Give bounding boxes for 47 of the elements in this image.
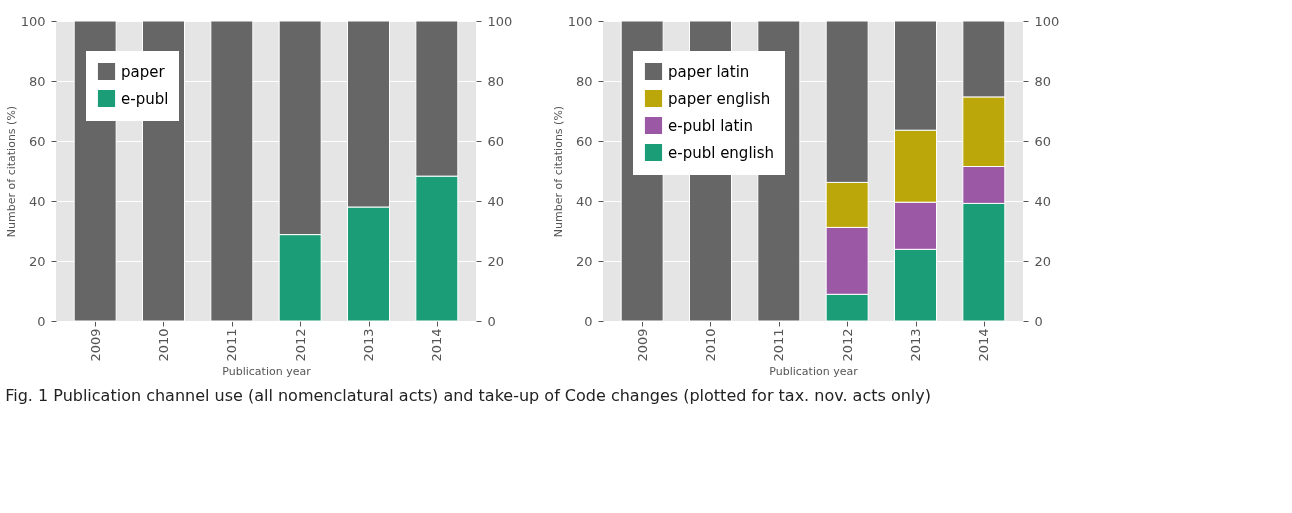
x-tick-label: 2009 [87, 328, 103, 362]
y2-tick-label: 0 [487, 313, 496, 329]
caption: Fig. 1 Publication channel use (all nomenclatural acts) and take-up of Code changes (plotted for tax. nov. acts only) [5, 386, 931, 406]
y-tick-label: 60 [28, 133, 46, 149]
x-axis-title: Publication year [769, 364, 859, 378]
legend-label: e-publ english [668, 143, 775, 162]
legend-label: e-publ [121, 89, 169, 108]
y-axis-title: Number of citations (%) [4, 105, 18, 238]
x-tick-label: 2009 [634, 328, 650, 362]
y2-tick-label: 100 [1034, 13, 1060, 29]
x-axis-title: Publication year [222, 364, 312, 378]
y-tick-label: 40 [575, 193, 593, 209]
x-tick-label: 2011 [224, 328, 240, 362]
y-tick-label: 0 [584, 313, 593, 329]
x-tick-label: 2010 [703, 328, 718, 362]
x-tick-label: 2010 [156, 328, 171, 362]
x-tick-label: 2013 [908, 328, 923, 362]
y-tick-label: 40 [28, 193, 46, 209]
y2-tick-label: 20 [1034, 253, 1052, 269]
x-tick-label: 2014 [429, 328, 445, 362]
x-tick-label: 2012 [292, 328, 308, 362]
legend-label: paper english [668, 89, 771, 108]
y-tick-label: 100 [567, 13, 593, 29]
y2-tick-label: 80 [1034, 73, 1052, 89]
y-tick-label: 20 [575, 253, 593, 269]
y2-tick-label: 0 [1034, 313, 1043, 329]
y2-tick-label: 20 [487, 253, 505, 269]
y-tick-label: 80 [28, 73, 46, 89]
x-tick-label: 2011 [771, 328, 787, 362]
legend-label: paper [121, 62, 166, 81]
y-tick-label: 60 [575, 133, 593, 149]
x-tick-label: 2013 [361, 328, 376, 362]
y-tick-label: 0 [37, 313, 46, 329]
y2-tick-label: 100 [487, 13, 513, 29]
x-tick-label: 2012 [839, 328, 855, 362]
x-tick-label: 2014 [976, 328, 992, 362]
y-tick-label: 20 [28, 253, 46, 269]
legend-label: e-publ latin [668, 116, 754, 135]
y2-tick-label: 80 [487, 73, 505, 89]
y2-tick-label: 40 [1034, 193, 1052, 209]
y-tick-label: 100 [20, 13, 46, 29]
y2-tick-label: 60 [1034, 133, 1052, 149]
y2-tick-label: 40 [487, 193, 505, 209]
y-tick-label: 80 [575, 73, 593, 89]
legend-label: paper latin [668, 62, 750, 81]
y-axis-title: Number of citations (%) [551, 105, 565, 238]
y2-tick-label: 60 [487, 133, 505, 149]
